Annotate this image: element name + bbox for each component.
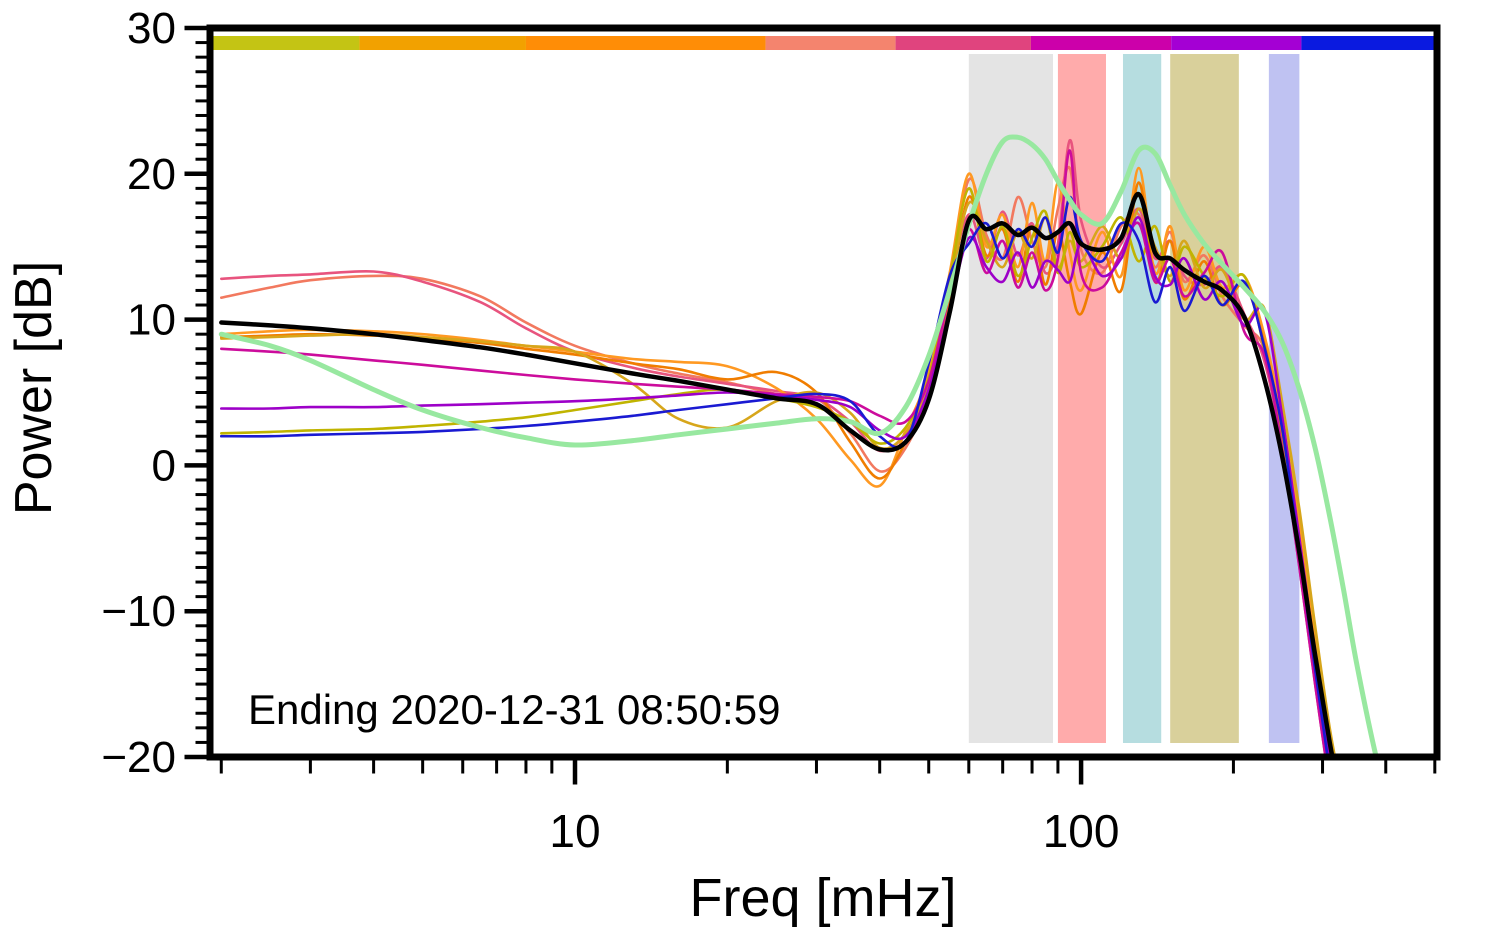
spectrum-mean-black-line	[219, 191, 1335, 757]
y-axis-ticks	[184, 25, 207, 760]
colorbar-segment-1	[359, 36, 526, 50]
colorbar-segment-6	[1171, 36, 1302, 50]
y-axis-title: Power [dB]	[5, 260, 63, 516]
spectra-lines	[218, 134, 1379, 757]
x-tick-label: 100	[1043, 805, 1120, 857]
spectrum-magenta-line	[220, 149, 1327, 757]
colorbar-segment-0	[210, 36, 360, 50]
y-tick-label: 30	[127, 4, 176, 53]
spectrum-light-green-line	[218, 134, 1379, 757]
colorbar-segment-2	[525, 36, 766, 50]
ending-timestamp-annotation: Ending 2020-12-31 08:50:59	[248, 686, 781, 733]
x-tick-label: 10	[549, 805, 600, 857]
x-axis-title: Freq [mHz]	[689, 868, 957, 928]
spectrum-purple-line	[220, 216, 1332, 757]
y-tick-label: 20	[127, 150, 176, 199]
colorbar-segment-4	[895, 36, 1031, 50]
x-tick-labels: 10 100	[549, 805, 1119, 857]
colorbar-segment-3	[765, 36, 896, 50]
y-tick-label: 0	[152, 441, 176, 490]
x-axis-ticks	[219, 760, 1437, 785]
spectrum-blue-line	[220, 195, 1329, 757]
y-tick-label: −10	[101, 587, 176, 636]
colorbar-segment-5	[1030, 36, 1172, 50]
y-tick-labels: −20 −10 0 10 20 30	[101, 4, 176, 782]
colorbar-segment-7	[1301, 36, 1437, 50]
top-colorbar	[210, 36, 1437, 50]
band-khaki	[1170, 54, 1239, 743]
band-gray	[968, 54, 1053, 743]
y-tick-label: −20	[101, 733, 176, 782]
plot-frame	[206, 24, 1441, 761]
band-salmon	[1057, 54, 1106, 743]
y-tick-label: 10	[127, 296, 176, 345]
